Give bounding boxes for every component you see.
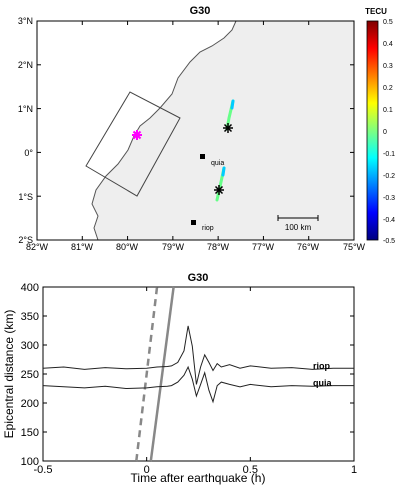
colorbar-tick-label: 0.1	[383, 107, 393, 114]
colorbar-tick-label: -0.2	[383, 173, 395, 180]
y-tick-label: 300	[21, 340, 39, 352]
lon-tick-label: 78°W	[207, 242, 230, 252]
x-tick-label: 0.5	[243, 464, 258, 476]
map-panel: G30 82°W 81°W 80°W 79°W 78°W 77°W 76°W 7…	[18, 5, 395, 252]
lon-tick-label: 77°W	[252, 242, 275, 252]
map-ticks	[36, 20, 355, 241]
epicenter-marker	[132, 130, 142, 140]
colorbar-tick-label: 0.3	[383, 63, 393, 70]
colorbar-tick-label: 0.4	[383, 41, 393, 48]
x-tick-label: 1	[351, 464, 357, 476]
x-tick-label: 0	[144, 464, 150, 476]
lon-tick-label: 82°W	[26, 242, 49, 252]
lat-tick-label: 2°S	[18, 235, 33, 245]
plot-title: G30	[188, 272, 209, 284]
y-tick-label: 400	[21, 282, 39, 294]
y-axis: 100 150 200 250 300 350 400	[21, 282, 354, 468]
series-label-riop: riop	[313, 361, 331, 371]
lon-tick-label: 79°W	[162, 242, 185, 252]
lat-tick-label: 3°N	[18, 16, 33, 26]
colorbar-ticks: 0.5 0.4 0.3 0.2 0.1 0 -0.1 -0.2 -0.3 -0.…	[383, 19, 395, 245]
series-label-quia: quia	[313, 378, 332, 388]
rupture-box	[85, 91, 181, 197]
colorbar-tick-label: 0.2	[383, 85, 393, 92]
x-tick-label: -0.5	[34, 464, 53, 476]
colorbar-tick-label: -0.3	[383, 195, 395, 202]
scale-bar-label: 100 km	[285, 223, 312, 232]
colorbar-tick-label: 0.5	[383, 19, 393, 26]
lon-tick-label: 81°W	[71, 242, 94, 252]
lat-tick-label: 1°S	[18, 192, 33, 202]
colorbar-tick-label: 0	[383, 129, 387, 136]
colorbar-tick-label: -0.5	[383, 238, 395, 245]
lon-tick-label: 75°W	[343, 242, 366, 252]
lat-tick-labels: 3°N 2°N 1°N 0° 1°S 2°S	[18, 16, 34, 245]
colorbar-label: TECU	[365, 7, 387, 16]
lon-tick-label: 76°W	[297, 242, 320, 252]
time-distance-panel: G30 100 150 200 250 300 350 400 -0.5 0 0.5 1 riop…	[2, 272, 357, 485]
coastline	[91, 20, 237, 241]
ipp-track-north-tail	[230, 99, 235, 110]
y-tick-label: 100	[21, 456, 39, 468]
station-quia-label: quia	[211, 160, 224, 167]
series-line-quia	[42, 365, 354, 404]
ipp-star-north	[223, 123, 233, 133]
y-axis-label: Epicentral distance (km)	[2, 310, 16, 439]
map-land	[92, 21, 354, 240]
map-title: G30	[190, 5, 211, 17]
series-lines	[42, 325, 354, 404]
x-axis-label: Time after earthquake (h)	[131, 471, 266, 485]
colorbar	[366, 20, 379, 241]
x-axis: -0.5 0 0.5 1	[34, 287, 357, 476]
series-line-riop	[42, 325, 354, 385]
lat-tick-label: 2°N	[18, 60, 33, 70]
propagation-lines	[135, 286, 175, 462]
dashed-propagation-line	[135, 286, 159, 462]
scale-bar	[277, 215, 319, 221]
y-tick-label: 250	[21, 369, 39, 381]
y-tick-label: 200	[21, 398, 39, 410]
ipp-star-markers	[214, 123, 233, 195]
lon-tick-labels: 82°W 81°W 80°W 79°W 78°W 77°W 76°W 75°W	[26, 242, 366, 252]
ipp-track-south-tail	[221, 166, 226, 177]
station-riop-label: riop	[202, 225, 214, 232]
station-quia-marker	[200, 154, 205, 159]
y-tick-label: 150	[21, 427, 39, 439]
lat-tick-label: 0°	[24, 148, 33, 158]
solid-propagation-line	[149, 286, 175, 462]
ipp-star-south	[214, 185, 224, 195]
colorbar-tick-label: -0.4	[383, 217, 395, 224]
lat-tick-label: 1°N	[18, 104, 33, 114]
station-riop-marker	[191, 220, 196, 225]
colorbar-tick-label: -0.1	[383, 151, 395, 158]
y-tick-label: 350	[21, 311, 39, 323]
map-frame	[36, 20, 355, 241]
lon-tick-label: 80°W	[116, 242, 139, 252]
